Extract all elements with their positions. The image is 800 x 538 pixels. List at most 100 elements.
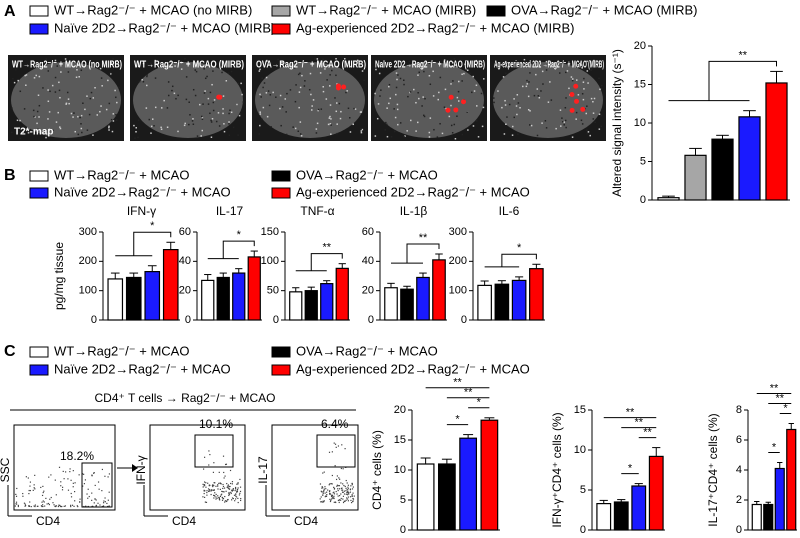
speckle — [99, 67, 102, 70]
gate — [316, 434, 356, 468]
speckle — [395, 86, 398, 89]
y-tick-label: 50 — [267, 285, 279, 297]
event — [215, 485, 217, 487]
speckle — [415, 130, 417, 132]
event — [50, 496, 52, 499]
speckle — [309, 72, 312, 75]
speckle — [329, 115, 331, 118]
speckle — [228, 134, 231, 137]
speckle — [475, 59, 478, 62]
event — [102, 505, 105, 507]
speckle — [587, 131, 590, 133]
speckle — [386, 107, 388, 109]
event — [235, 493, 237, 495]
event — [330, 496, 333, 498]
event — [42, 505, 44, 508]
event — [335, 490, 337, 493]
event — [209, 484, 211, 486]
speckle — [456, 96, 459, 99]
y-tick-label: 200 — [79, 255, 97, 267]
event — [204, 501, 206, 503]
speckle — [592, 100, 594, 103]
event — [212, 489, 214, 491]
speckle — [45, 136, 47, 139]
speckle — [221, 71, 223, 74]
speckle — [281, 106, 284, 108]
speckle — [192, 123, 195, 126]
speckle — [349, 117, 351, 119]
speckle — [423, 115, 426, 118]
event — [333, 442, 335, 444]
event — [333, 488, 336, 490]
significance-stars: ** — [738, 49, 747, 61]
y-tick-label: 60 — [179, 226, 191, 238]
event — [207, 488, 210, 490]
event — [341, 489, 344, 491]
speckle — [12, 77, 14, 80]
event — [224, 501, 226, 503]
event — [347, 490, 349, 492]
speckle — [188, 123, 190, 126]
legend-swatch — [29, 187, 49, 199]
bar — [216, 276, 230, 321]
speckle — [331, 69, 333, 72]
speckle — [160, 128, 163, 131]
event — [352, 492, 354, 494]
speckle — [438, 91, 440, 94]
event — [74, 482, 76, 484]
speckle — [210, 119, 212, 122]
speckle — [376, 117, 379, 120]
speckle — [593, 59, 595, 62]
speckle — [112, 120, 115, 122]
speckle — [353, 107, 355, 110]
speckle — [374, 135, 377, 137]
event — [91, 492, 93, 494]
event — [352, 498, 355, 500]
speckle — [275, 96, 277, 98]
event — [322, 501, 324, 503]
y-tick-label: 0 — [736, 524, 742, 536]
event — [217, 484, 219, 486]
event — [57, 505, 60, 508]
speckle — [450, 104, 452, 107]
speckle — [112, 58, 114, 60]
event — [219, 495, 222, 498]
event — [79, 498, 81, 500]
event — [85, 505, 87, 507]
event — [46, 503, 48, 505]
event — [33, 487, 35, 489]
speckle — [319, 72, 322, 74]
speckle — [320, 108, 323, 110]
speckle — [516, 94, 519, 96]
event — [343, 490, 345, 492]
speckle — [418, 71, 420, 74]
speckle — [47, 70, 50, 72]
y-tick-label: 20 — [394, 404, 406, 416]
speckle — [328, 117, 331, 119]
speckle — [329, 74, 331, 76]
legend-swatch — [29, 170, 49, 182]
event — [347, 500, 349, 502]
speckle — [336, 65, 338, 68]
speckle — [259, 68, 261, 71]
speckle — [49, 90, 51, 93]
speckle — [296, 60, 298, 62]
event — [239, 490, 242, 493]
speckle — [54, 59, 57, 62]
event — [230, 482, 232, 485]
speckle — [475, 84, 478, 87]
event — [203, 485, 205, 487]
speckle — [472, 125, 475, 127]
speckle — [78, 75, 80, 78]
event — [210, 489, 213, 491]
event — [98, 488, 100, 490]
y-tick-label: 0 — [400, 524, 406, 536]
event — [235, 496, 238, 498]
speckle — [38, 104, 41, 107]
event — [228, 492, 230, 495]
legend-label: WT→Rag2⁻/⁻ + MCAO — [54, 343, 189, 358]
event — [327, 489, 329, 491]
event — [234, 489, 236, 492]
event — [34, 504, 36, 506]
event — [322, 491, 324, 493]
